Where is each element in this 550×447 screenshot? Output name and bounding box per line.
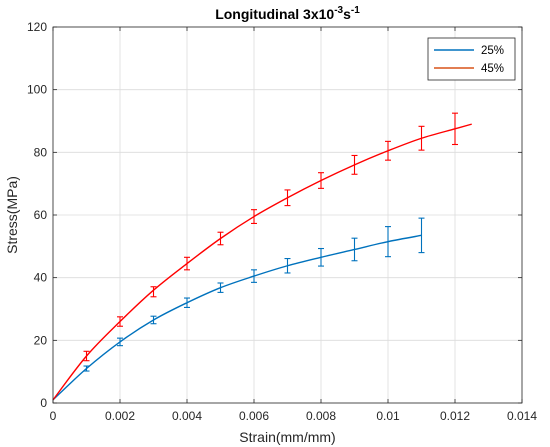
error-bar (150, 315, 157, 325)
error-bar (217, 231, 224, 246)
title-superscript-2: -1 (351, 5, 360, 16)
x-tick-label: 0.01 (376, 409, 400, 423)
error-bar (184, 297, 190, 308)
y-tick-label: 60 (34, 208, 48, 222)
legend: 25% 45% (427, 37, 516, 81)
title-main: Longitudinal 3x10 (215, 6, 334, 22)
error-bar (385, 226, 391, 258)
y-tick-label: 120 (27, 20, 47, 34)
series-layer (52, 112, 472, 401)
error-bar (83, 350, 90, 362)
y-tick-label: 20 (34, 333, 48, 347)
title-unit: s (343, 6, 351, 22)
y-tick-label: 0 (40, 396, 47, 410)
error-bar (284, 258, 291, 274)
legend-box (427, 37, 516, 81)
x-tick-label: 0.002 (105, 409, 135, 423)
legend-label: 25% (481, 45, 504, 57)
series-0 (52, 217, 425, 401)
error-bar (351, 237, 358, 262)
ticks: 0 0.002 0.004 0.006 0.008 0.01 0.012 0.014 0 20 40… (27, 20, 537, 423)
error-bar (418, 125, 425, 151)
series-line (52, 234, 422, 401)
x-tick-label: 0.004 (172, 409, 202, 423)
y-tick-label: 40 (34, 271, 48, 285)
x-axis-label: Strain(mm/mm) (239, 429, 335, 445)
error-bar (351, 154, 358, 175)
error-bar (150, 286, 157, 298)
title-superscript-1: -3 (334, 5, 343, 16)
error-bar (385, 140, 391, 161)
error-bar (452, 112, 458, 146)
x-tick-label: 0.006 (239, 409, 269, 423)
series-line (52, 123, 472, 401)
error-bar (284, 189, 291, 207)
x-tick-label: 0.008 (306, 409, 336, 423)
error-bar (251, 209, 257, 225)
series-1 (52, 112, 472, 401)
error-bar (83, 365, 90, 372)
x-tick-label: 0.012 (440, 409, 470, 423)
legend-label: 45% (481, 63, 504, 75)
error-bar (318, 172, 324, 189)
error-bar (117, 337, 123, 347)
error-bar (251, 269, 257, 283)
chart-title: Longitudinal 3x10-3s-1 (215, 5, 360, 22)
error-bar (217, 282, 224, 293)
y-tick-label: 100 (27, 83, 47, 97)
error-bar (318, 247, 324, 267)
error-bar (184, 256, 190, 271)
x-tick-label: 0.014 (507, 409, 537, 423)
y-axis-label: Stress(MPa) (4, 176, 20, 254)
y-tick-label: 80 (34, 145, 48, 159)
x-tick-label: 0 (50, 409, 57, 423)
error-bar (117, 316, 123, 327)
error-bar (418, 217, 425, 254)
